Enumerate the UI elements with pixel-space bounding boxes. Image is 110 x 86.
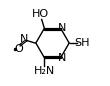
Text: H₂N: H₂N: [34, 66, 55, 76]
Text: N: N: [58, 53, 66, 63]
Text: SH: SH: [74, 38, 89, 48]
Text: N: N: [58, 23, 66, 33]
Text: N: N: [20, 34, 28, 44]
Text: HO: HO: [32, 9, 49, 19]
Text: O: O: [15, 44, 24, 54]
